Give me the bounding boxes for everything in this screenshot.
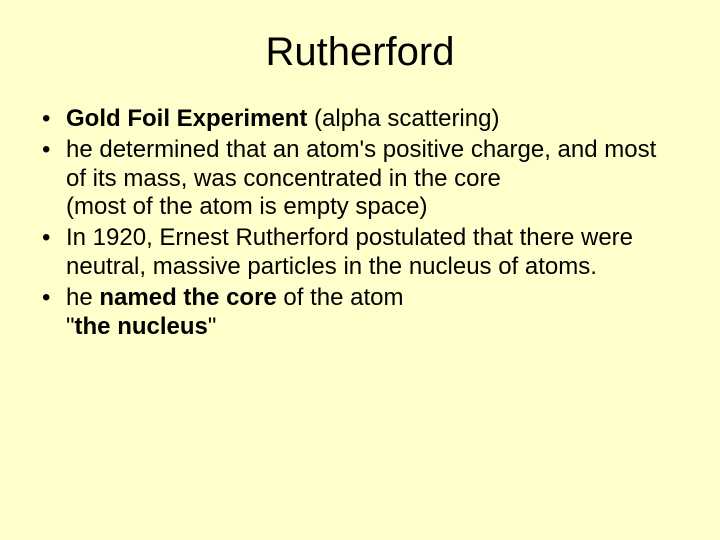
text-run: " (66, 313, 75, 340)
text-run: of the atom (277, 284, 404, 311)
bullet-item: Gold Foil Experiment (alpha scattering) (40, 105, 680, 134)
slide-title: Rutherford (40, 30, 680, 75)
bullet-item: he determined that an atom's positive ch… (40, 136, 680, 222)
text-run: he (66, 284, 99, 311)
text-run: (most of the atom is empty space) (66, 193, 427, 220)
text-run: (alpha scattering) (307, 105, 499, 132)
text-run: In 1920, Ernest Rutherford postulated th… (66, 224, 633, 280)
bullet-list: Gold Foil Experiment (alpha scattering)h… (40, 105, 680, 341)
bullet-item: In 1920, Ernest Rutherford postulated th… (40, 224, 680, 282)
text-run: the nucleus (75, 313, 208, 340)
text-run: he determined that an atom's positive ch… (66, 136, 656, 192)
slide: Rutherford Gold Foil Experiment (alpha s… (0, 0, 720, 540)
bullet-item: he named the core of the atom"the nucleu… (40, 284, 680, 342)
text-run: Gold Foil Experiment (66, 105, 307, 132)
bullet-subline: (most of the atom is empty space) (66, 193, 680, 222)
text-run: named the core (99, 284, 276, 311)
text-run: " (208, 313, 217, 340)
bullet-subline: "the nucleus" (66, 313, 680, 342)
